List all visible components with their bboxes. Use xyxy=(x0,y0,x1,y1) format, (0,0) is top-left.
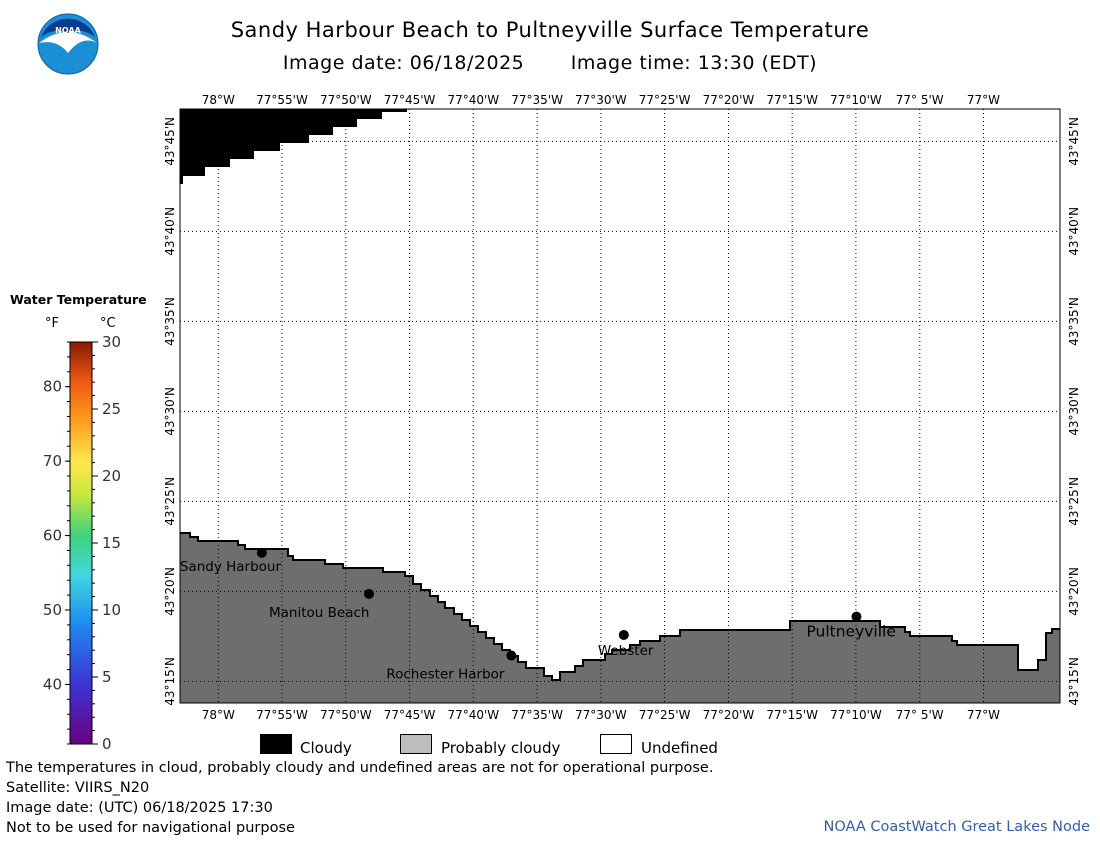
footer-satellite: Satellite: VIIRS_N20 xyxy=(6,780,150,796)
lon-label-bottom: 77°35'W xyxy=(511,708,563,722)
lon-label-bottom: 77°10'W xyxy=(830,708,882,722)
legend-title: Water Temperature xyxy=(10,292,147,307)
place-label: Webster xyxy=(598,643,654,659)
lat-label-left: 43°30'N xyxy=(163,387,177,436)
lon-label-top: 77°35'W xyxy=(511,93,563,107)
lon-label-top: 77°30'W xyxy=(575,93,627,107)
key-swatch-undefined xyxy=(600,734,632,754)
color-bar xyxy=(69,341,93,745)
map-frame xyxy=(179,108,1061,704)
lon-label-top: 77°45'W xyxy=(384,93,436,107)
key-label-undefined: Undefined xyxy=(641,739,718,757)
map-layer: 78°W 78°W 77°55'W 77°55'W 77°50'W 77°50'W 77°4… xyxy=(43,93,1081,753)
lon-label-bottom: 77°55'W xyxy=(256,708,308,722)
lat-label-right: 43°35'N xyxy=(1067,297,1081,346)
credit-link[interactable]: NOAA CoastWatch Great Lakes Node xyxy=(823,819,1090,835)
place-marker xyxy=(506,650,517,661)
lon-label-bottom: 77° 5'W xyxy=(896,708,944,722)
color-bar-label-c: 5 xyxy=(102,668,112,686)
lon-label-top: 77°20'W xyxy=(703,93,755,107)
color-bar-label-f: 80 xyxy=(43,378,62,396)
place-marker xyxy=(851,611,862,622)
lon-label-top: 77° 5'W xyxy=(896,93,944,107)
lon-label-top: 77°10'W xyxy=(830,93,882,107)
lat-label-right: 43°40'N xyxy=(1067,207,1081,256)
lon-label-bottom: 77°20'W xyxy=(703,708,755,722)
place-label: Rochester Harbor xyxy=(386,666,505,682)
place-label: Manitou Beach xyxy=(269,605,369,621)
color-bar-label-c: 15 xyxy=(102,534,121,552)
lat-label-right: 43°30'N xyxy=(1067,387,1081,436)
land-mass xyxy=(180,533,1060,703)
key-swatch-probably-cloudy xyxy=(400,734,432,754)
color-bar-label-f: 40 xyxy=(43,675,62,693)
image-date: Image date: 06/18/2025 xyxy=(282,52,525,74)
lon-label-bottom: 77°30'W xyxy=(575,708,627,722)
noaa-logo: NOAA xyxy=(37,13,99,75)
key-label-cloudy: Cloudy xyxy=(300,739,352,757)
lat-label-left: 43°35'N xyxy=(163,297,177,346)
footer-disclaimer: Not to be used for navigational purpose xyxy=(6,820,295,836)
lon-label-top: 77°15'W xyxy=(766,93,818,107)
page-title: Sandy Harbour Beach to Pultneyville Surf… xyxy=(230,18,870,42)
legend-unit-f: °F xyxy=(45,316,59,331)
lat-label-left: 43°40'N xyxy=(163,207,177,256)
lat-label-left: 43°25'N xyxy=(163,477,177,526)
lat-label-right: 43°45'N xyxy=(1067,117,1081,166)
footer-utc-date: Image date: (UTC) 06/18/2025 17:30 xyxy=(6,800,273,816)
lat-label-left: 43°45'N xyxy=(163,117,177,166)
key-label-probably-cloudy: Probably cloudy xyxy=(441,739,561,757)
cloud-mask xyxy=(180,109,407,184)
color-bar-label-f: 50 xyxy=(43,601,62,619)
logo-text: NOAA xyxy=(55,26,81,35)
color-bar-label-c: 0 xyxy=(102,735,112,753)
color-bar-label-c: 10 xyxy=(102,601,121,619)
color-bar-label-f: 70 xyxy=(43,452,62,470)
place-marker xyxy=(364,588,375,599)
lon-label-bottom: 78°W xyxy=(202,708,235,722)
place-label: Sandy Harbour xyxy=(180,559,282,575)
place-marker xyxy=(256,547,267,558)
lon-label-bottom: 77°45'W xyxy=(384,708,436,722)
footer-note: The temperatures in cloud, probably clou… xyxy=(6,760,714,776)
lon-label-top: 77°55'W xyxy=(256,93,308,107)
lat-label-left: 43°15'N xyxy=(163,657,177,706)
color-bar-label-c: 30 xyxy=(102,333,121,351)
lat-label-right: 43°20'N xyxy=(1067,567,1081,616)
key-swatch-cloudy xyxy=(260,734,292,754)
lon-label-bottom: 77°50'W xyxy=(320,708,372,722)
lon-label-bottom: 77°40'W xyxy=(447,708,499,722)
place-marker xyxy=(618,629,629,640)
lat-label-left: 43°20'N xyxy=(163,567,177,616)
lat-label-right: 43°25'N xyxy=(1067,477,1081,526)
lat-label-right: 43°15'N xyxy=(1067,657,1081,706)
place-label: Pultneyville xyxy=(806,623,895,641)
lon-label-top: 77°W xyxy=(967,93,1000,107)
image-date-time: Image date: 06/18/2025 Image time: 13:30… xyxy=(0,52,1100,74)
image-time: Image time: 13:30 (EDT) xyxy=(570,52,818,74)
lon-label-bottom: 77°15'W xyxy=(766,708,818,722)
lon-label-top: 78°W xyxy=(202,93,235,107)
color-bar-label-c: 20 xyxy=(102,467,121,485)
lon-label-top: 77°40'W xyxy=(447,93,499,107)
color-bar-label-c: 25 xyxy=(102,400,121,418)
legend-unit-c: °C xyxy=(100,316,116,331)
lon-label-bottom: 77°25'W xyxy=(639,708,691,722)
color-bar-label-f: 60 xyxy=(43,527,62,545)
lon-label-bottom: 77°W xyxy=(967,708,1000,722)
lon-label-top: 77°25'W xyxy=(639,93,691,107)
lon-label-top: 77°50'W xyxy=(320,93,372,107)
